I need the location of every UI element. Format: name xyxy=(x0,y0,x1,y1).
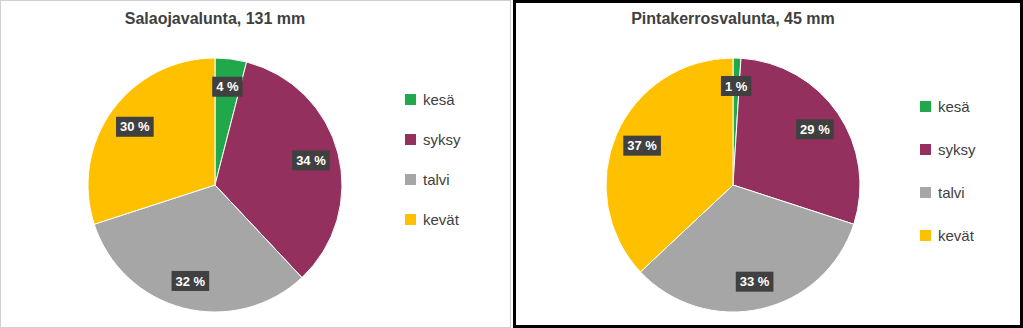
data-label: 33 % xyxy=(736,272,774,292)
data-label: 29 % xyxy=(796,119,834,139)
data-label-text: 1 % xyxy=(725,79,748,94)
data-label: 37 % xyxy=(623,136,661,156)
legend-swatch xyxy=(920,187,931,198)
label-box xyxy=(292,150,330,170)
chart-title: Salaojavalunta, 131 mm xyxy=(125,10,306,27)
data-labels: 4 % 34 % 32 % 30 % xyxy=(116,77,330,291)
data-label: 1 % xyxy=(721,76,751,96)
pie-chart: Salaojavalunta, 131 mm 4 % 34 % 32 % 30 % kes… xyxy=(1,1,511,328)
data-label: 34 % xyxy=(292,150,330,170)
label-box xyxy=(623,136,661,156)
data-label-text: 29 % xyxy=(800,122,830,137)
label-box xyxy=(721,76,751,96)
slices xyxy=(88,58,342,312)
data-label-text: 34 % xyxy=(296,153,326,168)
slices xyxy=(606,58,860,312)
data-label-text: 30 % xyxy=(120,119,150,134)
pie-chart: Pintakerrosvalunta, 45 mm 1 % 29 % 33 % 37 %… xyxy=(515,2,1022,327)
data-labels: 1 % 29 % 33 % 37 % xyxy=(623,76,833,292)
legend-label: kevät xyxy=(423,211,460,228)
data-label: 30 % xyxy=(116,117,154,137)
figure: Salaojavalunta, 131 mm 4 % 34 % 32 % 30 % kes… xyxy=(0,0,1023,328)
data-label-text: 33 % xyxy=(740,274,770,289)
legend-swatch xyxy=(920,230,931,241)
legend-label: talvi xyxy=(938,184,965,201)
data-label: 4 % xyxy=(212,77,242,97)
legend-label: kevät xyxy=(938,227,975,244)
legend-swatch xyxy=(920,101,931,112)
label-box xyxy=(212,77,242,97)
legend-swatch xyxy=(405,134,416,145)
data-label: 32 % xyxy=(172,271,210,291)
slice xyxy=(606,58,733,272)
data-label-text: 4 % xyxy=(216,79,239,94)
legend: kesä syksy talvi kevät xyxy=(405,91,461,228)
legend-swatch xyxy=(405,94,416,105)
data-label-text: 32 % xyxy=(176,273,206,288)
label-box xyxy=(796,119,834,139)
data-label-text: 37 % xyxy=(627,138,657,153)
legend-label: kesä xyxy=(938,98,970,115)
legend-swatch xyxy=(405,214,416,225)
legend-swatch xyxy=(920,144,931,155)
panel-frame xyxy=(515,2,1022,327)
label-box xyxy=(172,271,210,291)
legend-label: kesä xyxy=(423,91,455,108)
label-box xyxy=(736,272,774,292)
legend-label: syksy xyxy=(423,131,461,148)
legend-label: syksy xyxy=(938,141,976,158)
slice xyxy=(88,58,215,224)
legend-swatch xyxy=(405,174,416,185)
legend: kesä syksy talvi kevät xyxy=(920,98,976,244)
panel-frame xyxy=(1,1,511,328)
legend-label: talvi xyxy=(423,171,450,188)
chart-title: Pintakerrosvalunta, 45 mm xyxy=(631,10,835,27)
label-box xyxy=(116,117,154,137)
